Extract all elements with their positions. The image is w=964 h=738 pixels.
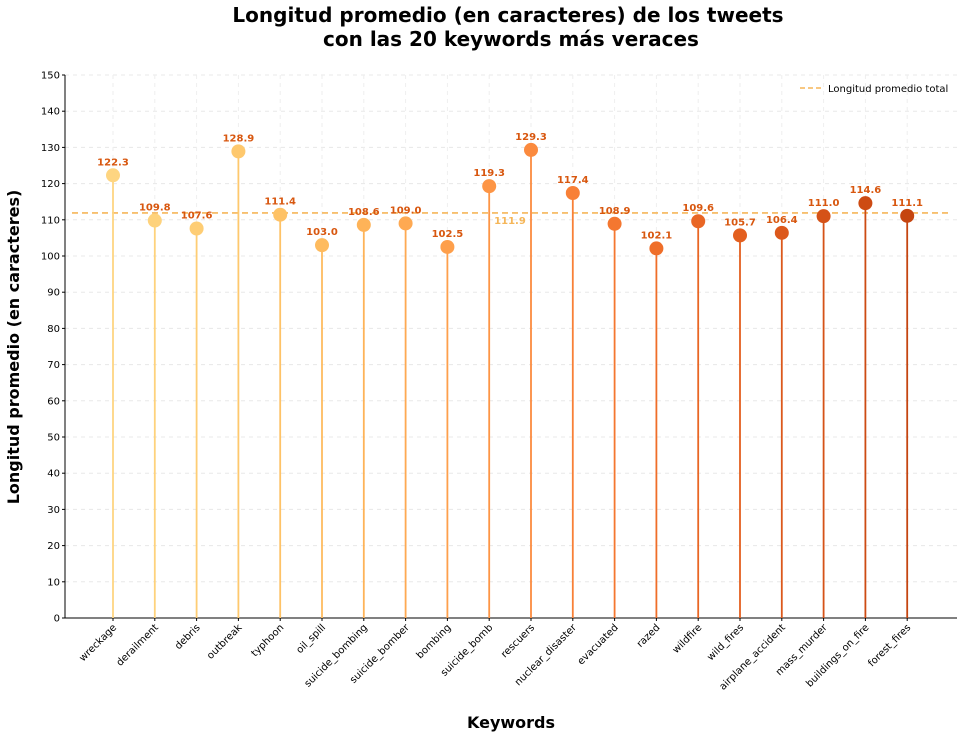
value-label: 119.3 [473,168,505,179]
value-label: 107.6 [181,210,213,221]
lollipop-point [398,216,413,231]
y-tick-label: 20 [47,541,60,552]
lollipop-point [816,209,831,224]
x-tick-label: razed [635,622,663,650]
chart-title-line-1: Longitud promedio (en caracteres) de los… [232,3,783,27]
value-label: 109.8 [139,203,171,214]
value-label: 103.0 [306,227,338,238]
chart-title-line-2: con las 20 keywords más veraces [323,27,699,51]
value-label: 117.4 [557,175,589,186]
lollipop-point [607,216,622,231]
average-reference-label: 111.9 [494,216,526,227]
y-tick-label: 70 [47,360,60,371]
lollipop-point [147,213,162,228]
value-label: 106.4 [766,215,798,226]
x-tick-label: bombing [415,622,454,661]
lollipop-point [649,241,664,256]
value-label: 122.3 [97,157,129,168]
lollipop-point [189,221,204,236]
value-label: 109.0 [390,205,422,216]
y-tick-label: 130 [41,143,60,154]
y-tick-label: 90 [47,288,60,299]
y-axis-title: Longitud promedio (en caracteres) [4,190,23,505]
lollipop-point [733,228,747,243]
y-tick-label: 40 [47,469,60,480]
x-axis-title: Keywords [467,713,555,732]
value-labels-layer: 122.3 109.8 107.6 128.9 111.4 103.0 108.6 109.0… [97,132,923,241]
value-label: 102.1 [641,230,673,241]
x-tick-label: wreckage [77,622,119,664]
legend: Longitud promedio total [800,84,948,95]
lollipop-point [858,196,873,211]
y-tick-label: 140 [41,107,60,118]
y-tick-label: 60 [47,396,60,407]
y-tick-label: 30 [47,505,60,516]
x-tick-label: wildfire [671,622,705,656]
value-label: 111.1 [891,198,923,209]
x-tick-label: evacuated [576,622,621,667]
value-label: 109.6 [682,203,714,214]
x-tick-label: wild_fires [705,622,746,663]
lollipop-point [565,186,580,201]
lollipop-point [356,217,371,232]
lollipop-point [691,214,706,229]
lollipop-point [524,142,538,157]
y-tick-label: 150 [41,71,60,82]
y-tick-label: 110 [41,215,60,226]
reference-line-layer: 111.9 [72,212,950,227]
x-tick-label: forest_fires [866,622,913,669]
lollipop-point [315,238,329,253]
value-label: 108.9 [599,206,631,217]
value-label: 111.0 [808,198,840,209]
value-label: 111.4 [264,197,296,208]
y-tick-label: 80 [47,324,60,335]
value-label: 114.6 [850,185,882,196]
value-label: 105.7 [724,217,756,228]
value-label: 108.6 [348,207,380,218]
x-tick-label: derailment [115,622,161,668]
value-label: 102.5 [432,229,464,240]
points-layer [106,142,915,256]
lollipop-point [231,144,246,159]
lollipop-point [273,207,288,222]
x-tick-label: rescuers [499,622,537,660]
stems-layer [112,149,909,618]
legend-label: Longitud promedio total [828,84,948,95]
lollipop-point [774,225,789,240]
x-tick-label: outbreak [205,622,245,662]
y-tick-label: 100 [41,252,60,263]
x-tick-label: typhoon [249,622,286,659]
lollipop-point [900,208,915,223]
lollipop-point [106,168,120,183]
y-tick-label: 120 [41,179,60,190]
lollipop-point [482,179,497,194]
value-label: 128.9 [223,133,255,144]
y-tick-label: 0 [54,614,60,625]
x-tick-label: oil_spill [294,622,328,656]
y-tick-label: 10 [47,577,60,588]
lollipop-point [440,239,455,254]
y-tick-label: 50 [47,433,60,444]
axes-layer [62,74,957,621]
x-tick-label: debris [173,622,203,652]
value-label: 129.3 [515,132,547,143]
